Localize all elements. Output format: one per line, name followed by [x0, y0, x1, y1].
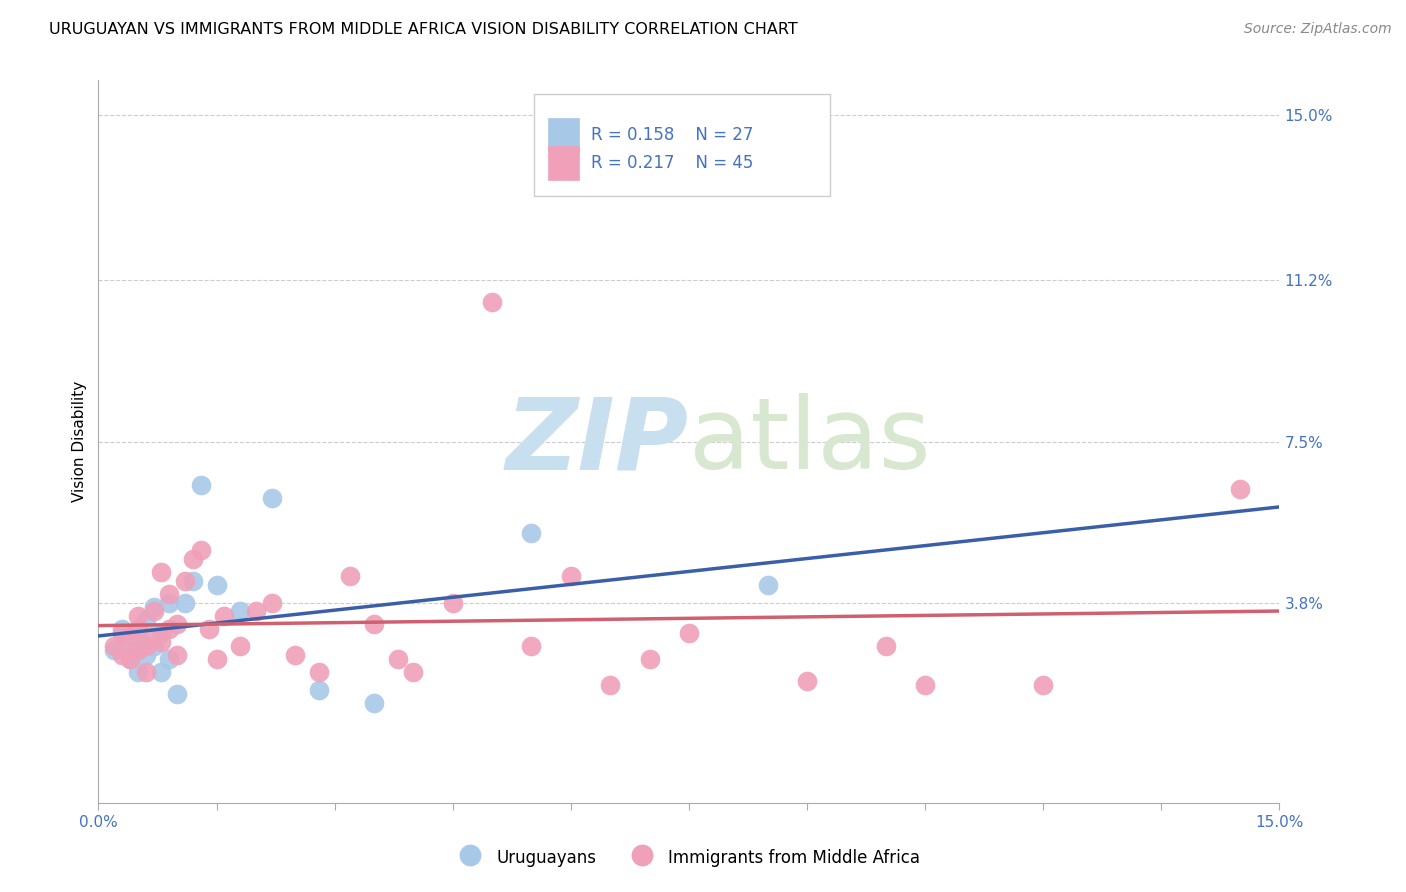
- Point: [308, 682, 330, 697]
- Point: [142, 604, 165, 618]
- Point: [914, 678, 936, 692]
- Point: [127, 608, 149, 623]
- Point: [229, 639, 252, 653]
- Point: [157, 622, 180, 636]
- Point: [441, 596, 464, 610]
- Text: R = 0.217    N = 45: R = 0.217 N = 45: [591, 154, 752, 172]
- Point: [127, 665, 149, 680]
- Point: [174, 574, 197, 588]
- Text: URUGUAYAN VS IMMIGRANTS FROM MIDDLE AFRICA VISION DISABILITY CORRELATION CHART: URUGUAYAN VS IMMIGRANTS FROM MIDDLE AFRI…: [49, 22, 799, 37]
- Point: [284, 648, 307, 662]
- Y-axis label: Vision Disability: Vision Disability: [72, 381, 87, 502]
- Point: [363, 696, 385, 710]
- Point: [135, 648, 157, 662]
- Point: [135, 665, 157, 680]
- Point: [402, 665, 425, 680]
- Point: [142, 639, 165, 653]
- Point: [118, 631, 141, 645]
- Text: R = 0.158    N = 27: R = 0.158 N = 27: [591, 126, 752, 144]
- Point: [190, 478, 212, 492]
- Point: [1229, 483, 1251, 497]
- Point: [157, 596, 180, 610]
- Point: [157, 587, 180, 601]
- Point: [308, 665, 330, 680]
- Point: [103, 639, 125, 653]
- Point: [166, 687, 188, 701]
- Point: [205, 578, 228, 592]
- Text: atlas: atlas: [689, 393, 931, 490]
- Text: ZIP: ZIP: [506, 393, 689, 490]
- Point: [127, 643, 149, 657]
- Point: [118, 631, 141, 645]
- Point: [111, 639, 134, 653]
- Point: [166, 617, 188, 632]
- Point: [118, 652, 141, 666]
- Point: [520, 639, 543, 653]
- Point: [150, 626, 173, 640]
- Point: [1032, 678, 1054, 692]
- Point: [103, 643, 125, 657]
- Point: [339, 569, 361, 583]
- Point: [127, 622, 149, 636]
- Point: [181, 574, 204, 588]
- Point: [481, 295, 503, 310]
- Point: [205, 652, 228, 666]
- Point: [166, 648, 188, 662]
- Point: [150, 565, 173, 579]
- Point: [174, 596, 197, 610]
- Point: [875, 639, 897, 653]
- Point: [229, 604, 252, 618]
- Point: [245, 604, 267, 618]
- Point: [127, 634, 149, 648]
- Point: [157, 652, 180, 666]
- Point: [387, 652, 409, 666]
- Point: [190, 543, 212, 558]
- Point: [214, 608, 236, 623]
- Point: [111, 622, 134, 636]
- Point: [638, 652, 661, 666]
- Point: [260, 491, 283, 505]
- Point: [260, 596, 283, 610]
- Point: [560, 569, 582, 583]
- Point: [756, 578, 779, 592]
- Point: [142, 599, 165, 614]
- Point: [520, 525, 543, 540]
- Point: [142, 631, 165, 645]
- Point: [150, 665, 173, 680]
- Point: [197, 622, 219, 636]
- Point: [181, 552, 204, 566]
- Point: [111, 648, 134, 662]
- Point: [678, 626, 700, 640]
- Point: [796, 673, 818, 688]
- Point: [118, 652, 141, 666]
- Legend: Uruguayans, Immigrants from Middle Africa: Uruguayans, Immigrants from Middle Afric…: [451, 840, 927, 874]
- Point: [111, 626, 134, 640]
- Point: [127, 626, 149, 640]
- Point: [150, 634, 173, 648]
- Point: [135, 639, 157, 653]
- Point: [363, 617, 385, 632]
- Point: [135, 613, 157, 627]
- Point: [599, 678, 621, 692]
- Text: Source: ZipAtlas.com: Source: ZipAtlas.com: [1244, 22, 1392, 37]
